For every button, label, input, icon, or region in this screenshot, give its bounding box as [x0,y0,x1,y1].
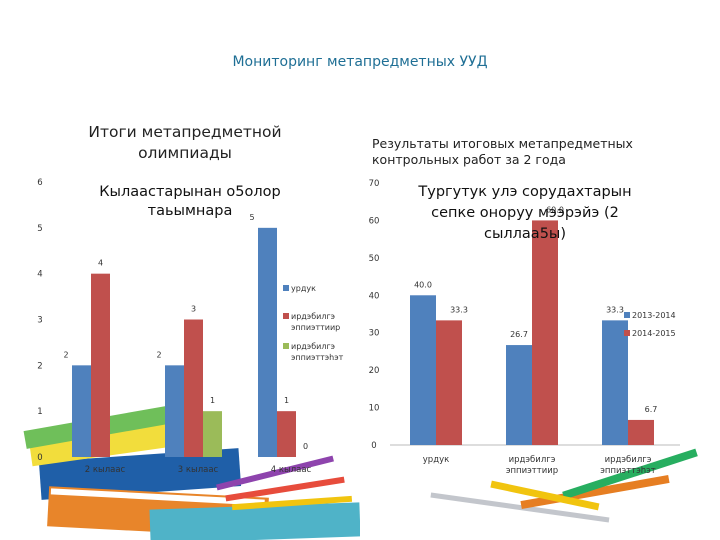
legend-label: 2014-2015 [632,329,676,338]
bar [628,419,654,445]
bar [203,411,222,457]
y-tick-label: 2 [37,361,42,371]
data-label: 40.0 [414,280,432,289]
y-tick-label: 40 [369,291,380,301]
olympiad-overlay-line-1: Кылаастарынан о5олор [99,184,281,200]
control-overlay-line-1: Тургутук улэ сорудахтарын [417,184,631,200]
legend-swatch [624,312,630,318]
legend-label: 2013-2014 [632,311,676,320]
bar [72,365,91,457]
bar [91,273,110,457]
bar [602,320,628,445]
data-label: 2 [63,350,68,359]
y-tick-label: 10 [369,404,380,414]
data-label: 1 [284,396,289,405]
data-label: 33.3 [606,305,624,314]
y-tick-label: 4 [37,270,42,280]
y-tick-label: 3 [37,316,42,326]
y-tick-label: 1 [37,407,42,417]
legend-swatch [283,343,289,349]
control-overlay-line-2: сепке оноруу мээрэйэ (2 [431,205,619,221]
y-tick-label: 6 [37,178,42,188]
x-tick-label: ирдэбилгэ [605,455,652,465]
data-label: 3 [191,305,196,314]
y-tick-label: 0 [37,453,42,463]
x-tick-label: 4 кылаас [271,465,312,475]
bar [277,411,296,457]
y-tick-label: 5 [37,224,42,234]
legend-label: эппиэттэһэт [291,353,344,362]
data-label: 5 [249,213,254,222]
pencils-decoration [216,455,353,511]
page-title: Мониторинг метапредметных УУД [232,54,488,70]
x-tick-label: урдук [423,455,449,465]
x-tick-label: 2 кылаас [85,465,126,475]
legend-label: ирдэбилгэ [291,312,335,321]
legend-swatch [283,313,289,319]
x-tick-label: эппиэттиир [506,466,558,476]
bar [184,319,203,457]
legend-label: эппиэттиир [291,323,340,332]
legend-swatch [283,285,289,291]
olympiad-chart-title: Итоги метапредметной олимпиады [88,123,282,162]
bar [506,345,532,445]
bar [258,227,277,457]
data-label: 33.3 [450,305,468,314]
data-label: 4 [98,259,103,268]
data-label: 60.0 [546,205,564,214]
y-tick-label: 60 [369,216,380,226]
bar [165,365,184,457]
x-tick-label: ирдэбилгэ [509,455,556,465]
bar [410,295,436,445]
x-tick-label: эппиэттэһэт [600,466,656,476]
data-label: 2 [156,350,161,359]
y-tick-label: 50 [369,254,380,264]
bar [436,320,462,445]
data-label: 26.7 [510,330,528,339]
bar [532,220,558,445]
legend-label: ирдэбилгэ [291,342,335,351]
legend-label: урдук [291,284,316,293]
data-label: 1 [210,396,215,405]
olympiad-overlay-line-2: таьымнара [148,203,233,219]
control-overlay-line-3: сыллаа5ы) [484,226,566,242]
y-tick-label: 30 [369,329,380,339]
data-label: 6.7 [645,405,658,414]
markers-decoration [430,448,698,523]
y-tick-label: 20 [369,366,380,376]
y-tick-label: 70 [369,179,380,189]
y-tick-label: 0 [371,441,376,451]
olympiad-chart: 0 1 2 3 4 5 6 2 кылаас 2 4 3 кылаас 2 3 1 4 кылаас 5 1 0… [23,178,360,540]
legend-swatch [624,330,630,336]
x-tick-label: 3 кылаас [178,465,219,475]
control-works-chart-title: Результаты итоговых метапредметных контр… [372,136,633,168]
data-label: 0 [303,442,308,451]
